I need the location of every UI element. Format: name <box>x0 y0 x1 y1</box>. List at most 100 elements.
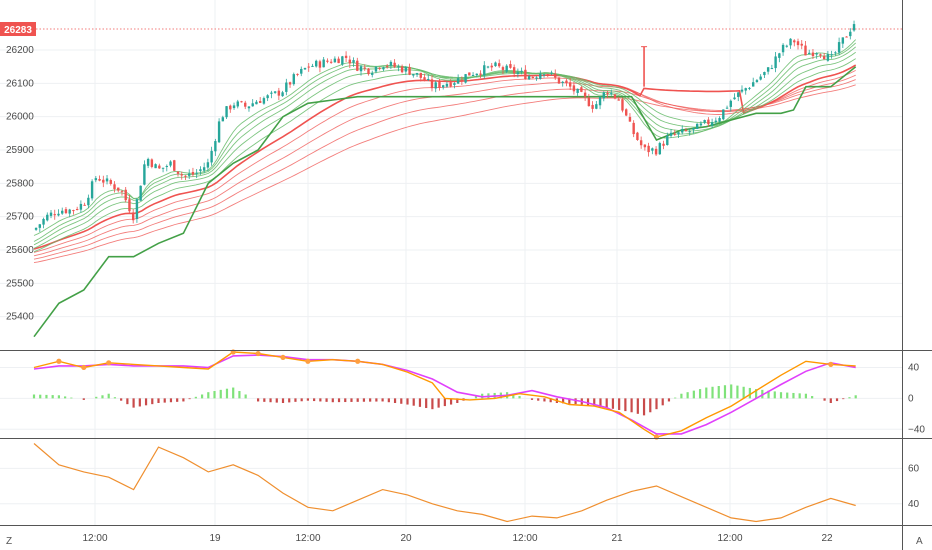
candle-body <box>90 181 94 199</box>
candle-body <box>229 105 232 110</box>
candle-body <box>87 197 90 206</box>
candle-body <box>751 82 755 87</box>
candle-body <box>285 82 288 92</box>
histogram-bar <box>779 392 783 399</box>
candle-body <box>154 164 157 169</box>
candle-body <box>845 36 848 38</box>
candle-body <box>598 96 602 106</box>
histogram-bar <box>711 386 714 399</box>
stop-line <box>33 66 857 338</box>
macd-tick-label-2: −40 <box>908 424 925 435</box>
price-panel[interactable] <box>33 20 902 338</box>
candle-body <box>34 227 38 230</box>
candle-body <box>292 74 295 85</box>
candle-body <box>445 83 449 87</box>
histogram-bar <box>412 398 415 406</box>
candle-body <box>755 80 759 83</box>
candle-body <box>61 210 64 214</box>
candle-body <box>460 79 464 81</box>
histogram-bar <box>281 398 285 403</box>
candle-body <box>199 169 202 172</box>
fast-ema-line-2 <box>33 46 856 246</box>
candle-body <box>580 87 583 92</box>
candle-body <box>811 52 815 57</box>
histogram-bar <box>182 398 185 402</box>
price-tick-label-7: 25500 <box>6 278 34 289</box>
histogram-bar <box>331 398 334 403</box>
histogram-bar <box>655 398 658 410</box>
candle-body <box>531 77 535 79</box>
candle-body <box>625 109 628 116</box>
candle-body <box>763 71 766 76</box>
candle-body <box>42 218 45 225</box>
candle-body <box>303 67 307 70</box>
candle-body <box>217 121 221 143</box>
price-tick-label-5: 25700 <box>6 212 34 223</box>
histogram-bar <box>811 396 814 399</box>
osc-tick-label-1: 40 <box>908 499 920 510</box>
candle-body <box>520 70 523 72</box>
candle-body <box>270 92 273 94</box>
candle-body <box>176 171 180 174</box>
candle-body <box>789 38 792 46</box>
candle-body <box>258 101 262 103</box>
histogram-bar <box>244 394 247 399</box>
candle-body <box>161 167 165 169</box>
candle-body <box>210 150 213 163</box>
candle-body <box>68 209 71 214</box>
candle-body <box>632 122 635 135</box>
histogram-bar <box>823 398 826 401</box>
oscillator-panel[interactable] <box>33 443 856 523</box>
histogram-bar <box>418 398 422 407</box>
signal-line <box>33 354 856 435</box>
candle-body <box>202 167 206 171</box>
histogram-bar <box>213 391 216 399</box>
candle-body <box>527 76 531 80</box>
last-price-badge: 26283 <box>0 22 36 36</box>
candle-body <box>479 73 482 75</box>
slow-ema-line-0 <box>33 64 857 250</box>
candle-body <box>315 60 318 67</box>
candle-body <box>49 212 53 216</box>
x-tick-label-3: 20 <box>400 533 412 544</box>
macd-line <box>33 351 856 438</box>
candle-body <box>662 143 665 146</box>
candle-body <box>516 72 520 75</box>
candle-body <box>378 67 381 69</box>
histogram-bar <box>624 398 627 412</box>
price-tick-label-8: 25400 <box>6 312 34 323</box>
histogram-bar <box>132 398 135 408</box>
candle-body <box>733 97 736 100</box>
histogram-bar <box>730 384 733 399</box>
histogram-bar <box>51 395 54 399</box>
candle-body <box>430 79 434 89</box>
histogram-bar <box>157 398 160 403</box>
candle-body <box>102 179 105 183</box>
histogram-bar <box>773 391 776 399</box>
x-tick-label-0: 12:00 <box>82 533 107 544</box>
axis-corner-left[interactable]: Z <box>6 536 12 547</box>
candle-body <box>393 62 396 67</box>
candle-body <box>542 74 546 76</box>
histogram-bar <box>319 398 322 402</box>
candle-body <box>740 89 744 92</box>
candle-body <box>288 82 292 85</box>
histogram-bar <box>39 394 42 399</box>
candle-body <box>236 101 239 107</box>
axis-corner-right[interactable]: A <box>916 536 923 547</box>
histogram-bar <box>269 398 272 403</box>
cross-marker-9 <box>828 361 834 367</box>
histogram-bar <box>767 390 770 399</box>
candle-body <box>46 214 49 221</box>
candle-body <box>699 123 703 126</box>
candle-body <box>247 106 251 109</box>
candle-body <box>509 64 512 68</box>
candle-body <box>318 61 322 68</box>
candle-body <box>109 180 112 184</box>
candle-body <box>281 92 284 97</box>
macd-panel[interactable] <box>32 349 857 440</box>
candle-body <box>273 91 277 93</box>
candle-body <box>535 77 538 79</box>
